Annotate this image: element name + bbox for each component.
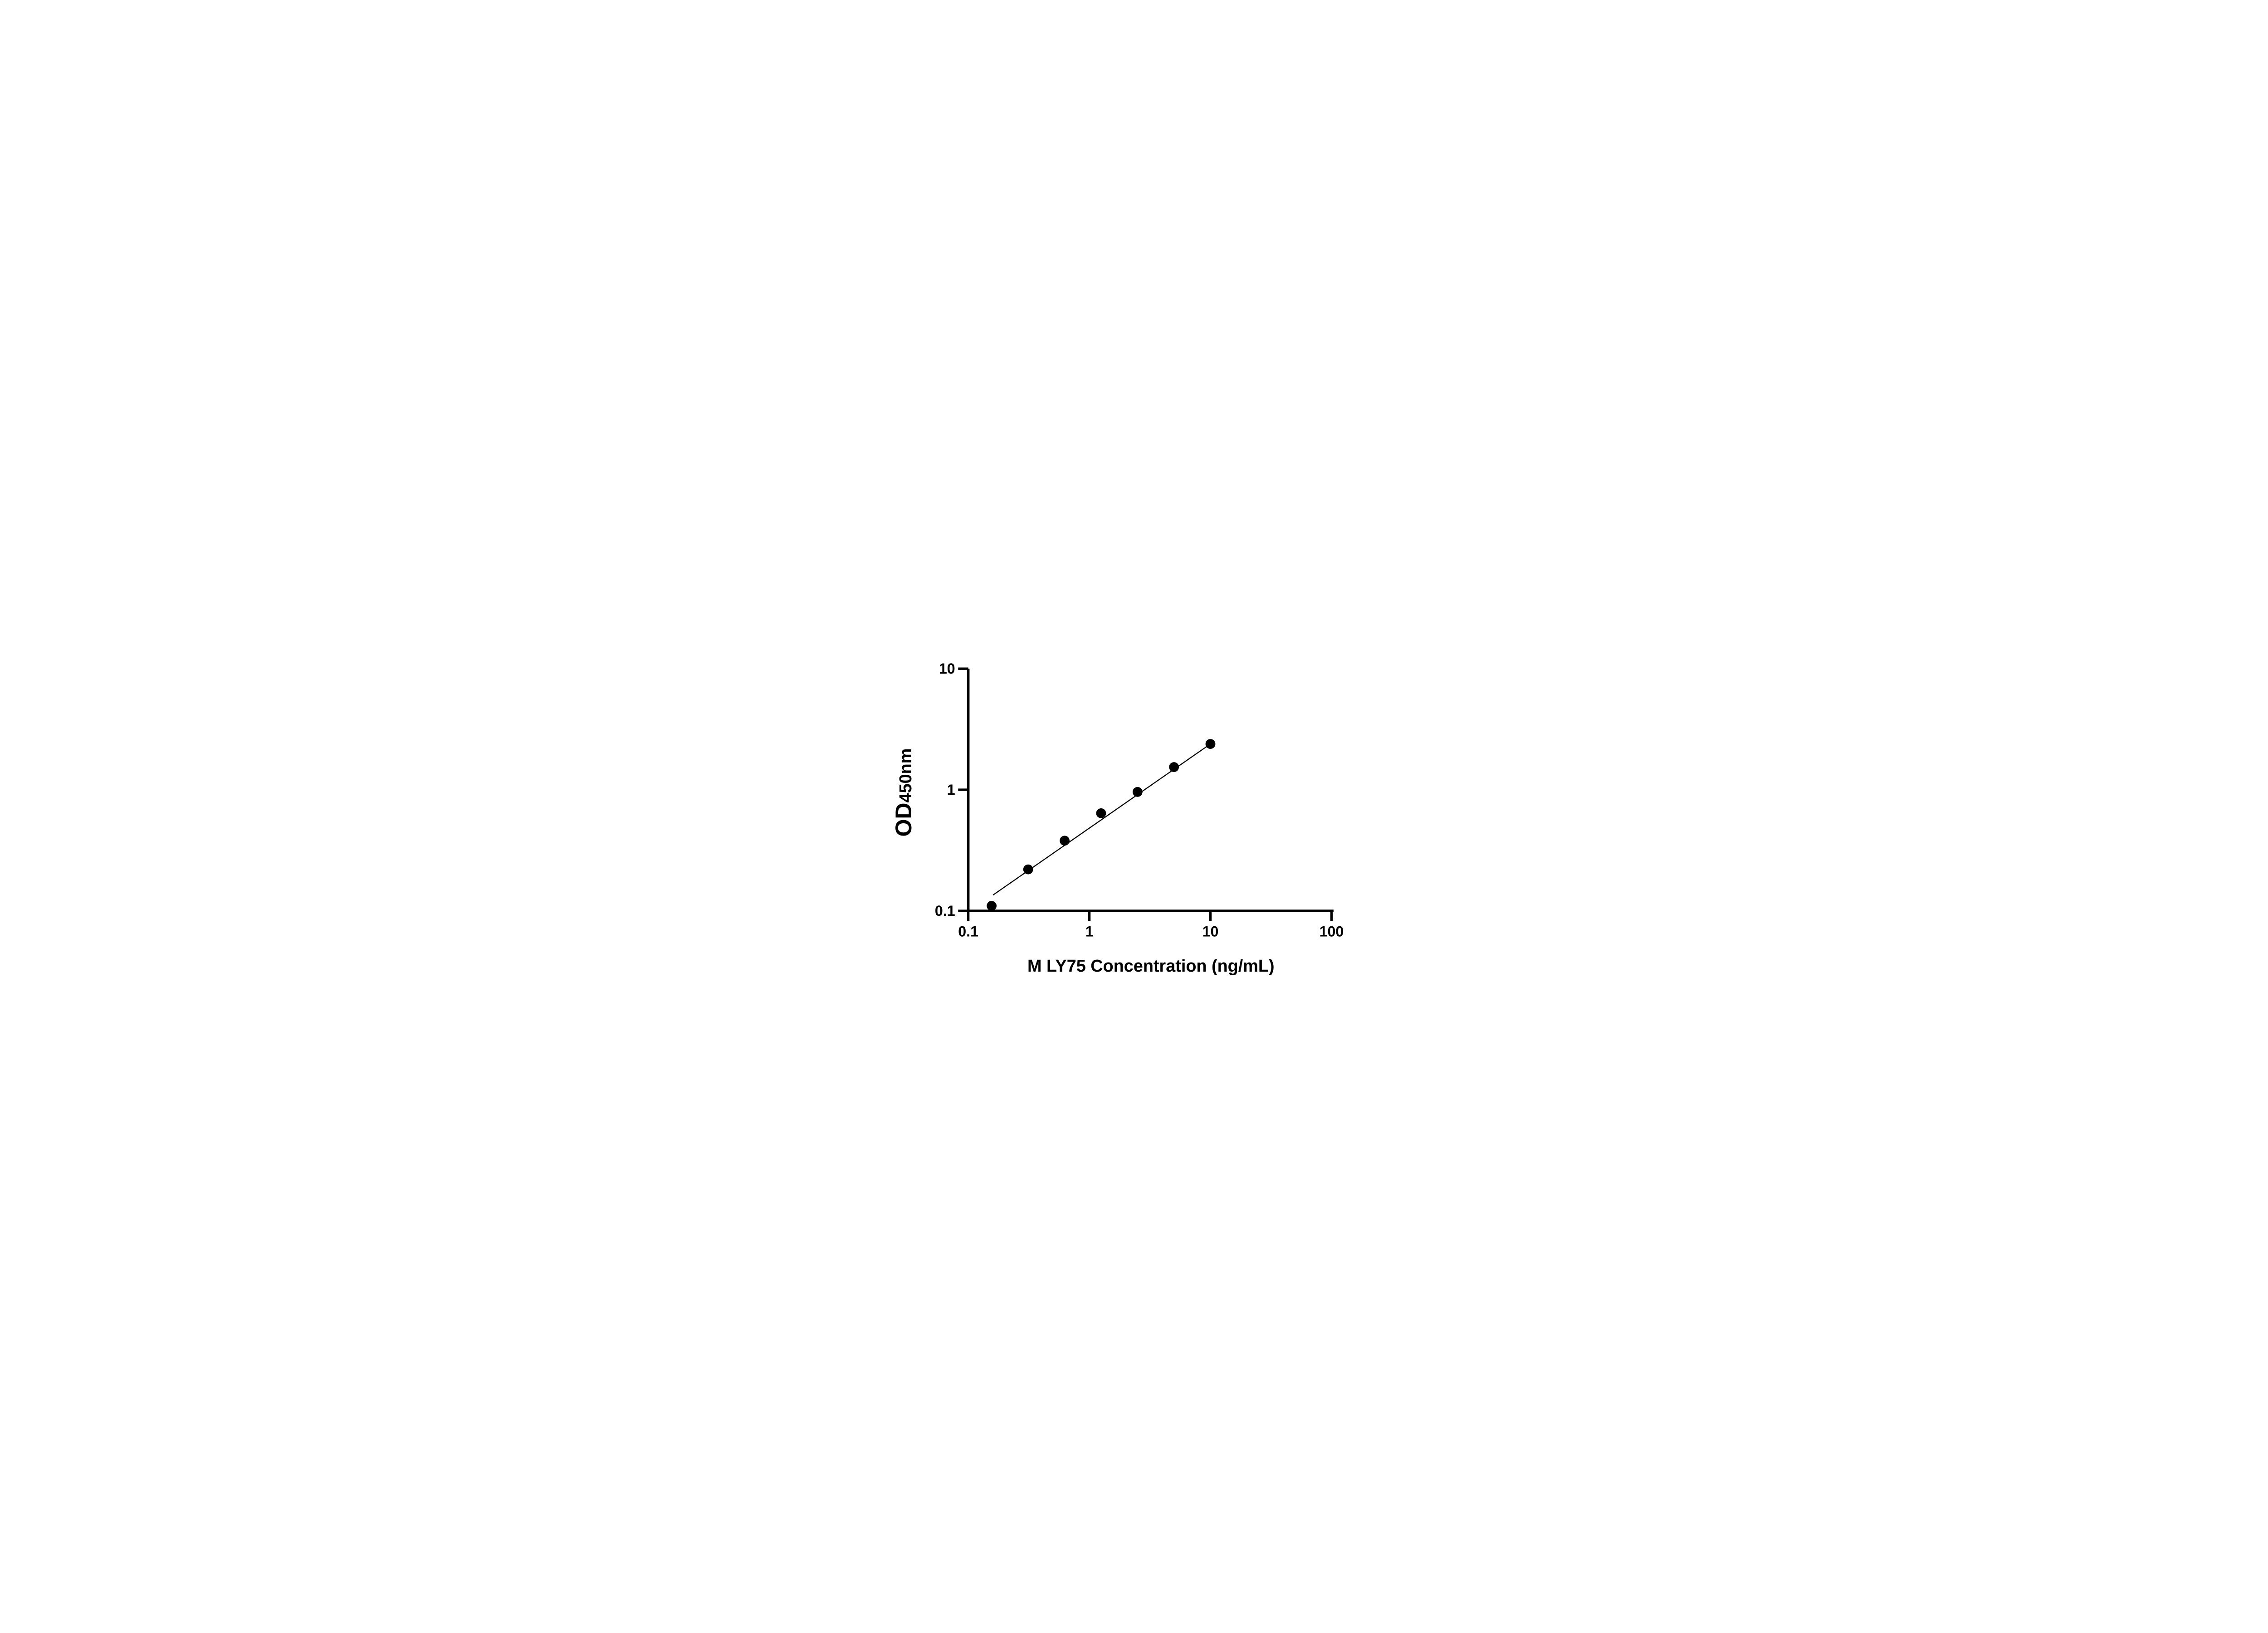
axis-ticks [958,667,1333,921]
elisa-standard-curve-figure: 0.1 1 10 100 0.1 1 10 M LY75 Concentration (ng… [880,635,1388,998]
x-tick-label: 1 [1085,923,1094,939]
y-tick-label: 1 [947,782,955,798]
x-tick-label: 10 [1202,923,1219,939]
data-point [1060,835,1070,846]
x-tick-label: 100 [1320,923,1344,939]
data-point [1096,808,1106,818]
x-axis-title: M LY75 Concentration (ng/mL) [1027,956,1275,975]
data-points-layer [987,738,1216,911]
data-point [987,900,997,911]
data-point [1205,738,1216,749]
y-tick-label: 10 [939,660,955,677]
y-axis-title-main: OD [891,802,916,836]
chart-canvas: 0.1 1 10 100 0.1 1 10 M LY75 Concentration (ng… [891,660,1344,976]
axis-tick-labels: 0.1 1 10 100 0.1 1 10 [935,660,1344,939]
x-tick-label: 0.1 [958,923,978,939]
axes [967,668,1334,912]
data-point [1023,864,1033,875]
y-axis-title: OD450nm [891,748,916,836]
y-axis-title-subscript: 450nm [896,748,915,802]
y-tick-label: 0.1 [935,903,955,919]
data-point [1169,762,1179,772]
data-point [1132,787,1143,797]
